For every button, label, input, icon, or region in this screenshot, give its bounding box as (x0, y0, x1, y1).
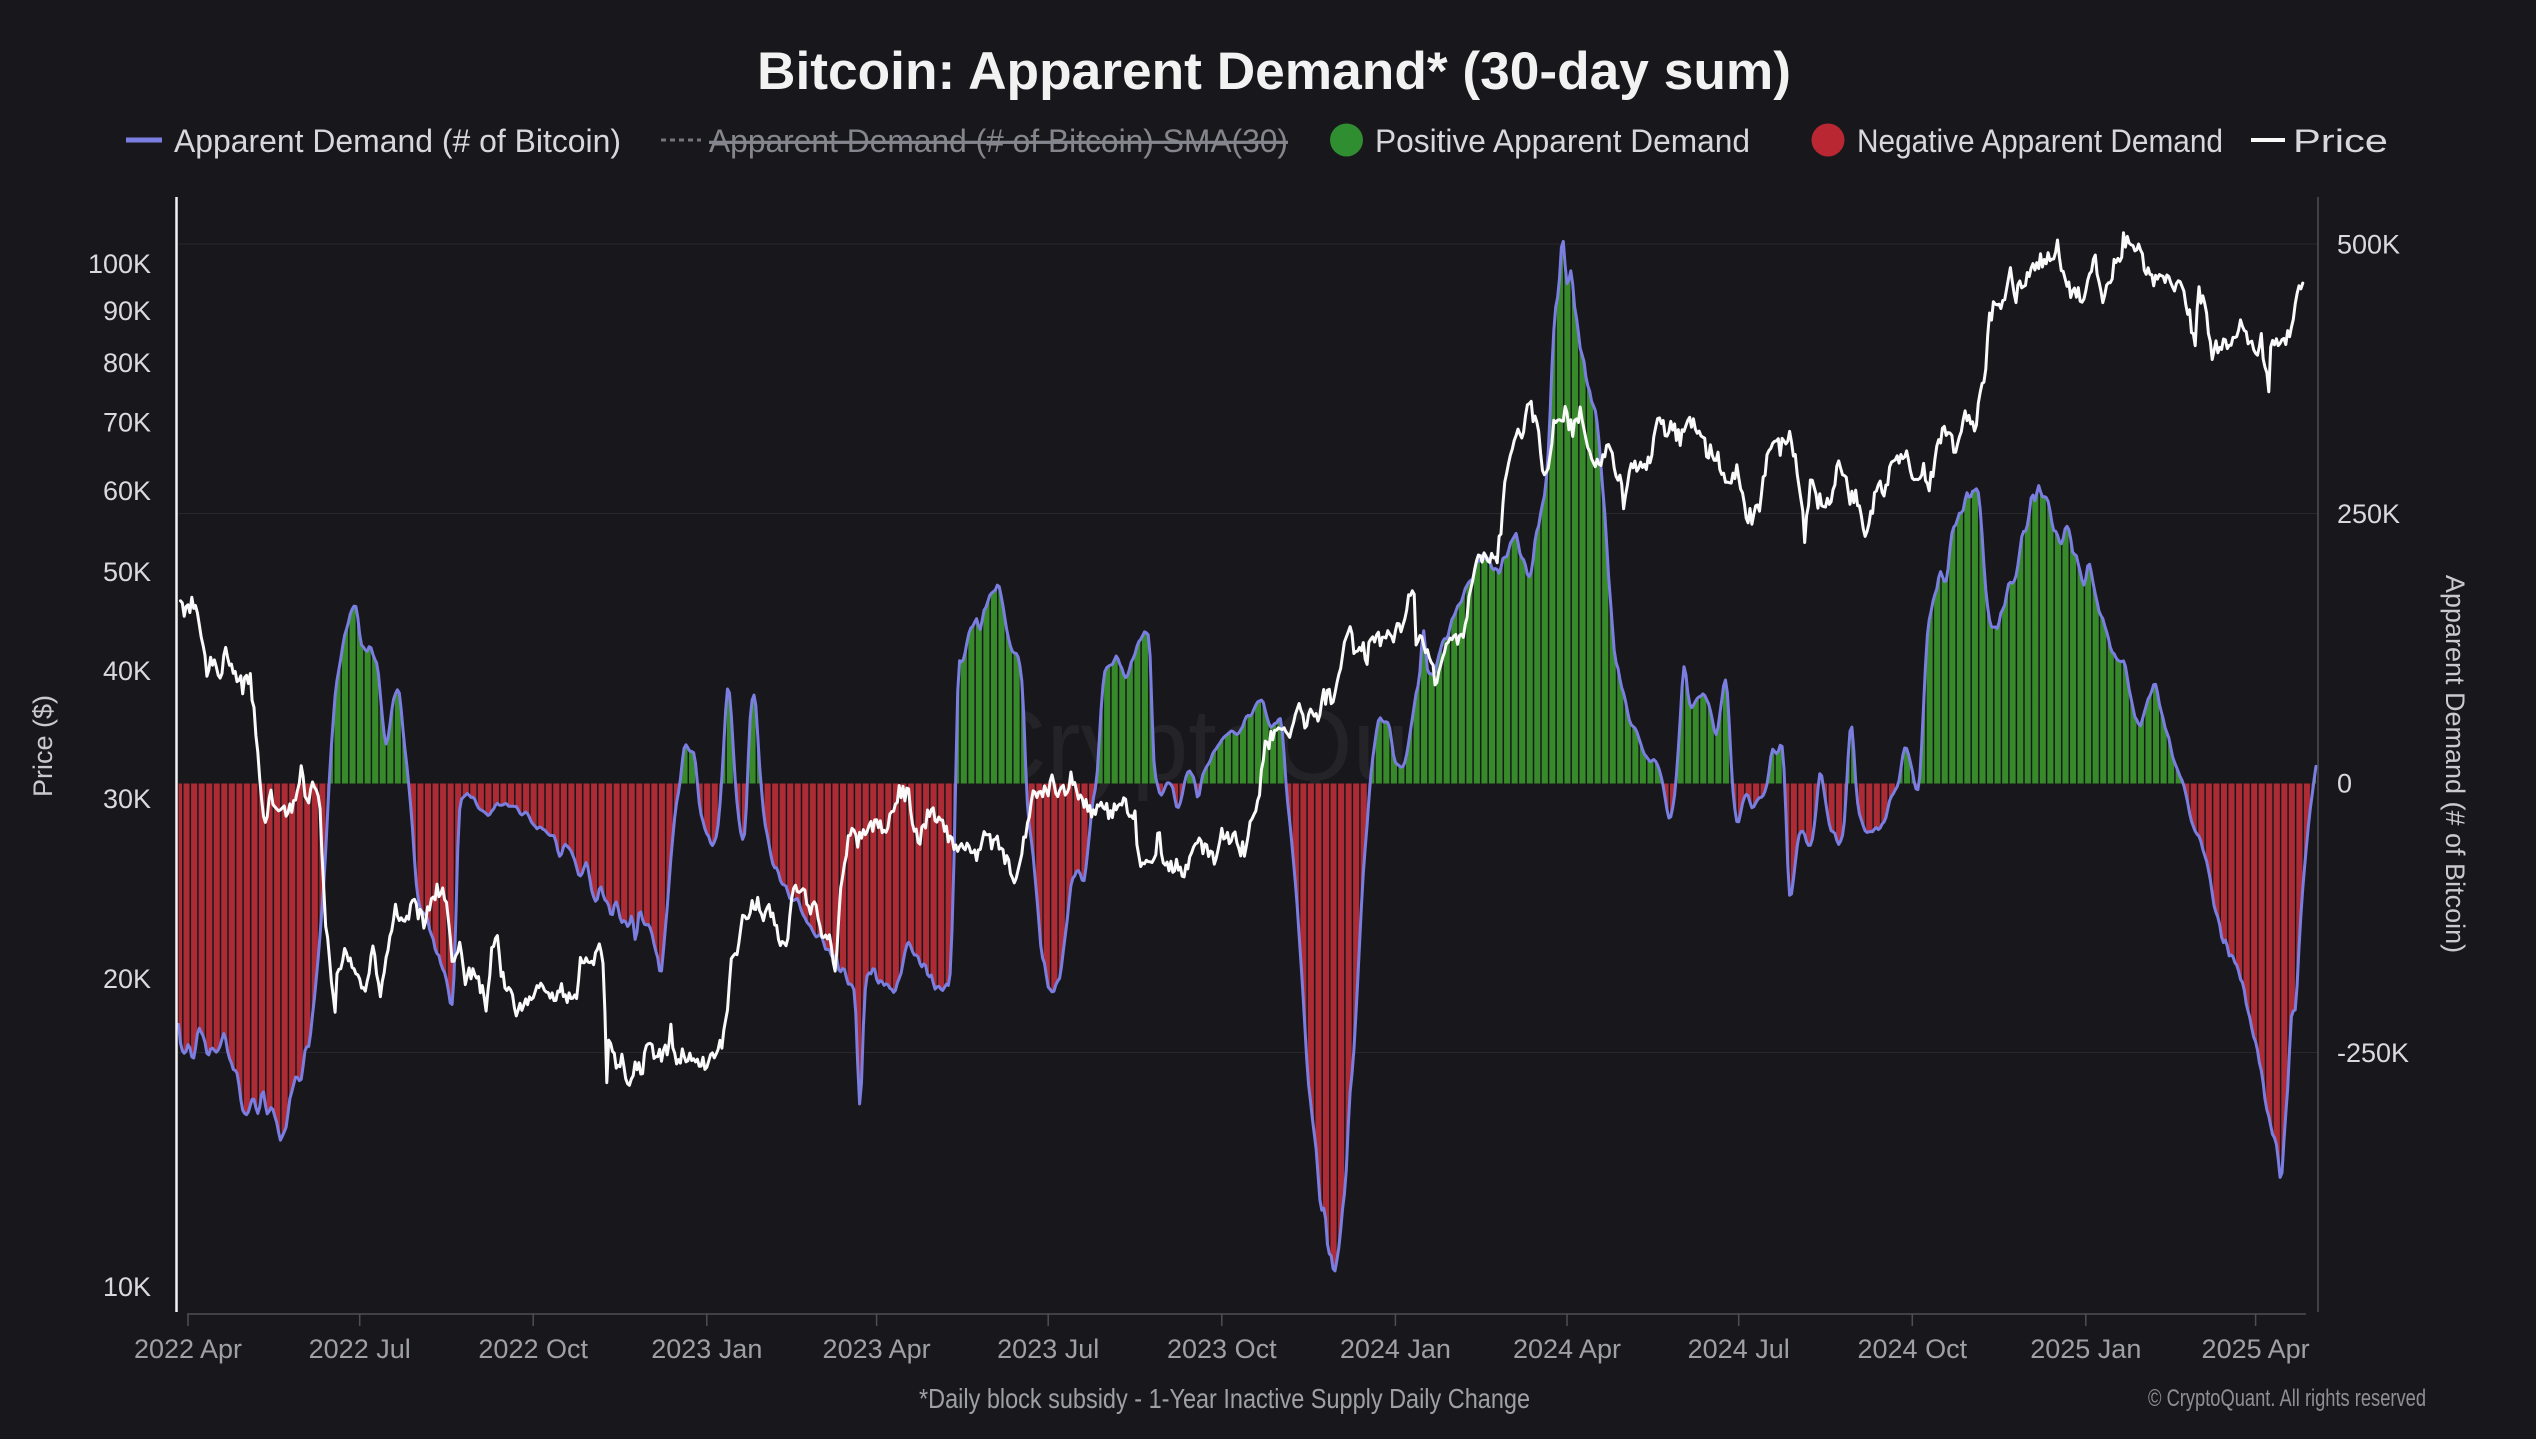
svg-text:2023 Apr: 2023 Apr (823, 1334, 931, 1364)
svg-text:2023 Oct: 2023 Oct (1167, 1334, 1277, 1364)
svg-text:90K: 90K (103, 296, 151, 326)
svg-text:2022 Oct: 2022 Oct (478, 1334, 588, 1364)
svg-text:60K: 60K (103, 476, 151, 506)
svg-text:2023 Jan: 2023 Jan (651, 1334, 762, 1364)
svg-text:Apparent Demand (# of Bitcoin): Apparent Demand (# of Bitcoin) (2440, 575, 2470, 953)
svg-text:Positive Apparent Demand: Positive Apparent Demand (1375, 123, 1750, 159)
svg-text:-250K: -250K (2337, 1038, 2409, 1068)
svg-text:100K: 100K (88, 249, 151, 279)
svg-text:70K: 70K (103, 407, 151, 437)
svg-text:© CryptoQuant. All rights rese: © CryptoQuant. All rights reserved (2148, 1385, 2426, 1412)
svg-text:Apparent Demand (# of Bitcoin): Apparent Demand (# of Bitcoin) SMA(30) (709, 123, 1288, 159)
svg-text:40K: 40K (103, 656, 151, 686)
svg-text:80K: 80K (103, 348, 151, 378)
svg-text:50K: 50K (103, 557, 151, 587)
svg-text:250K: 250K (2337, 499, 2400, 529)
svg-text:10K: 10K (103, 1272, 151, 1302)
svg-text:2023 Jul: 2023 Jul (997, 1334, 1099, 1364)
svg-text:Price: Price (2293, 123, 2388, 159)
svg-text:Bitcoin: Apparent Demand* (30-: Bitcoin: Apparent Demand* (30-day sum) (757, 42, 1791, 101)
svg-text:2022 Jul: 2022 Jul (309, 1334, 411, 1364)
svg-text:2022 Apr: 2022 Apr (134, 1334, 242, 1364)
svg-text:2024 Jan: 2024 Jan (1340, 1334, 1451, 1364)
svg-text:2024 Jul: 2024 Jul (1688, 1334, 1790, 1364)
svg-text:Negative Apparent Demand: Negative Apparent Demand (1857, 123, 2223, 159)
svg-text:2025 Apr: 2025 Apr (2202, 1334, 2310, 1364)
svg-text:500K: 500K (2337, 230, 2400, 260)
svg-text:2024 Oct: 2024 Oct (1858, 1334, 1968, 1364)
svg-text:20K: 20K (103, 964, 151, 994)
svg-text:30K: 30K (103, 784, 151, 814)
svg-text:*Daily block subsidy - 1-Year: *Daily block subsidy - 1-Year Inactive S… (919, 1383, 1530, 1414)
svg-text:Price ($): Price ($) (28, 695, 58, 797)
svg-text:Apparent Demand (# of Bitcoin): Apparent Demand (# of Bitcoin) (174, 123, 621, 159)
svg-text:0: 0 (2337, 769, 2352, 799)
svg-text:2024 Apr: 2024 Apr (1513, 1334, 1621, 1364)
svg-text:2025 Jan: 2025 Jan (2030, 1334, 2141, 1364)
